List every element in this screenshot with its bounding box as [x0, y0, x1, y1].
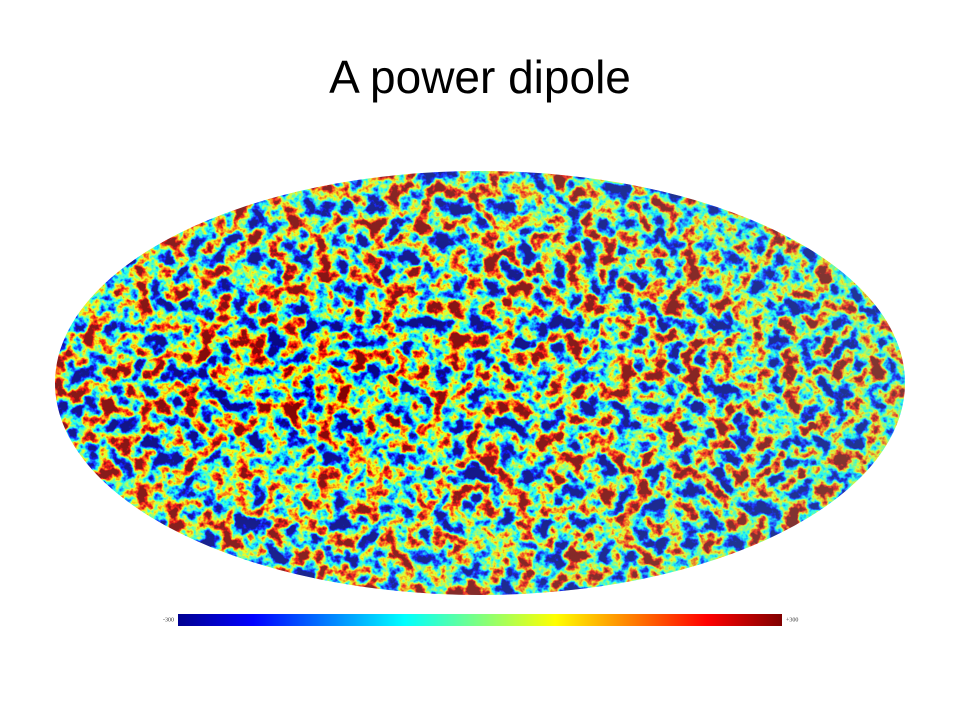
sky-map — [55, 171, 905, 595]
colorbar — [178, 614, 782, 626]
slide-title: A power dipole — [329, 51, 631, 103]
dipole-shade — [55, 171, 905, 595]
colorbar-max-label: +300 — [786, 617, 798, 623]
colorbar-min-label: -300 — [163, 617, 174, 623]
